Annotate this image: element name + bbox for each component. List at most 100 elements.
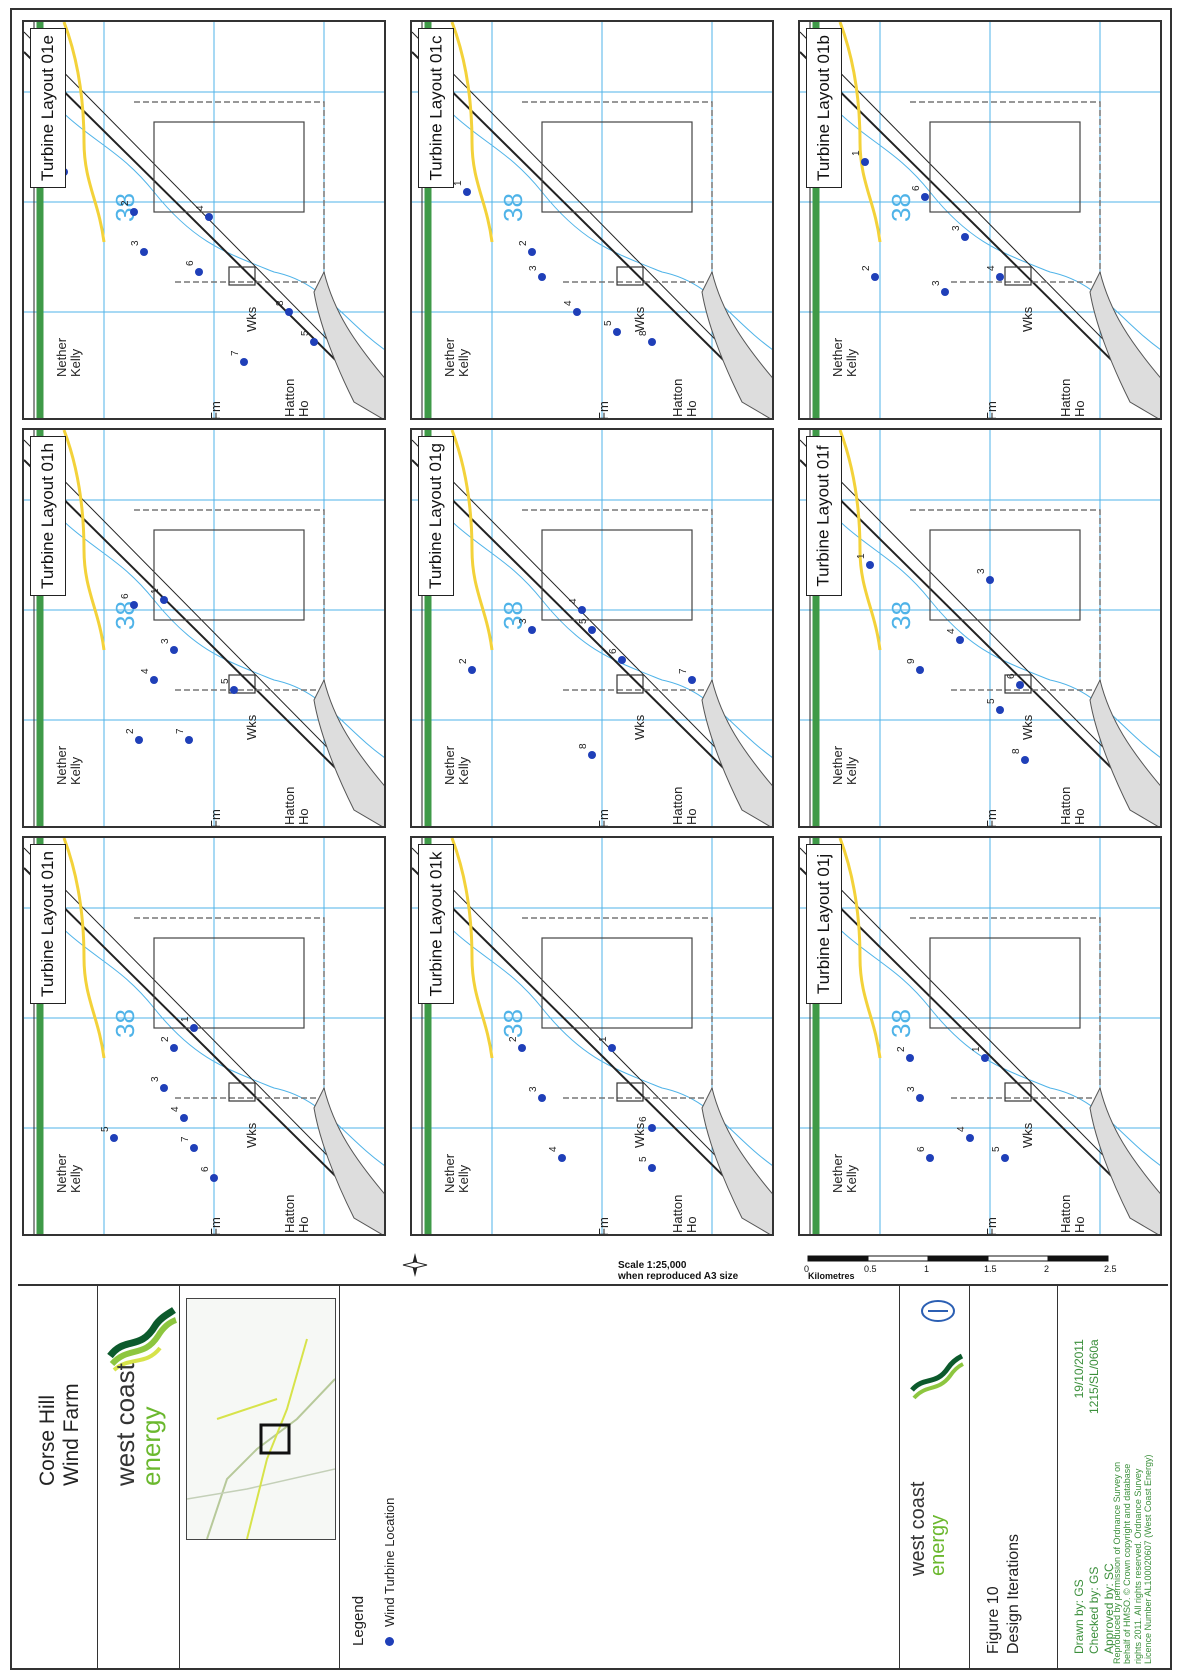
title-block: Corse Hill Wind Farm west coast energy	[18, 1284, 1168, 1668]
turbine-marker	[648, 1164, 656, 1172]
partner-logo-icon	[921, 1300, 955, 1322]
turbine-marker	[1021, 756, 1029, 764]
turbine-number: 1	[180, 1016, 191, 1022]
turbine-number: 3	[518, 618, 529, 624]
works-building	[1004, 1082, 1032, 1102]
turbine-marker	[538, 1094, 546, 1102]
scale-tick-label: 0	[804, 1264, 809, 1274]
place-label: Fm	[984, 1217, 999, 1236]
turbine-number: 6	[638, 1116, 649, 1122]
turbine-marker	[230, 686, 238, 694]
turbine-number: 2	[160, 1036, 171, 1042]
turbine-marker	[468, 666, 476, 674]
turbine-number: 4	[563, 300, 574, 306]
works-building	[228, 266, 256, 286]
turbine-marker	[986, 576, 994, 584]
scale-tick-label: 2	[1044, 1264, 1049, 1274]
railway-line	[24, 459, 384, 818]
turbine-marker	[528, 626, 536, 634]
airfield-outline	[153, 121, 305, 213]
turbine-marker	[871, 273, 879, 281]
turbine-number: 8	[578, 743, 589, 749]
railway-line	[412, 847, 772, 1214]
scale-bar: 0 0.5 1 1.5 2 2.5 Kilometres Scale 1:25,000when…	[617, 1255, 1117, 1282]
turbine-marker-icon	[385, 1637, 394, 1646]
contour-label: 38	[110, 193, 140, 222]
scale-segment	[807, 1255, 869, 1262]
contour-label: 38	[498, 193, 528, 222]
drawing-sheet: 38NetherKellyWksHattonHoFm12345678Turbin…	[10, 8, 1172, 1670]
minor-road	[450, 838, 494, 1059]
place-label: Wks	[244, 1122, 259, 1148]
woodland-area	[313, 1086, 384, 1234]
scale-segment	[1047, 1255, 1109, 1262]
railway-line	[24, 439, 384, 806]
location-map-cell	[180, 1286, 340, 1668]
turbine-marker	[648, 1124, 656, 1132]
scale-units: Kilometres	[808, 1271, 855, 1280]
turbine-marker	[961, 233, 969, 241]
panel-title: Turbine Layout 01c	[418, 28, 454, 188]
turbine-marker	[916, 666, 924, 674]
place-label: Fm	[596, 809, 611, 828]
turbine-marker	[956, 636, 964, 644]
panel-title: Turbine Layout 01e	[30, 28, 66, 188]
company-logo-text: west coast energy	[110, 1363, 166, 1486]
railway-line	[24, 31, 384, 398]
place-label: Hatton	[670, 379, 685, 417]
footer-logo-cell: west coast energy	[900, 1286, 970, 1668]
place-label: Ho	[1072, 808, 1087, 825]
turbine-number: 1	[598, 1036, 609, 1042]
turbine-number: 5	[300, 330, 311, 336]
turbine-marker	[688, 676, 696, 684]
scale-segment	[987, 1255, 1049, 1262]
turbine-number: 3	[906, 1086, 917, 1092]
turbine-number: 6	[911, 185, 922, 191]
place-label: Wks	[244, 306, 259, 332]
layout-map: 38 Nether Kelly Wks Hatton Ho Fm 1 2 3 4 5 6 7	[24, 838, 384, 1234]
works-building	[1004, 674, 1032, 694]
place-label: Wks	[632, 306, 647, 332]
turbine-marker	[518, 1044, 526, 1052]
place-label: Kelly	[844, 1164, 859, 1193]
panel-title: Turbine Layout 01j	[806, 844, 842, 1004]
airfield-outline	[929, 529, 1081, 621]
minor-road	[838, 838, 882, 1059]
turbine-marker	[941, 288, 949, 296]
airfield-outline	[929, 937, 1081, 1029]
panel-title: Turbine Layout 01g	[418, 436, 454, 596]
turbine-marker	[130, 601, 138, 609]
woodland-area	[701, 678, 772, 826]
railway-line	[24, 867, 384, 1226]
contour-label: 38	[886, 1009, 916, 1038]
turbine-marker	[921, 193, 929, 201]
turbine-number: 2	[518, 240, 529, 246]
turbine-number: 9	[906, 658, 917, 664]
track	[522, 509, 713, 691]
turbine-layout-panel: 38NetherKellyWksHattonHoFm12345678Turbin…	[22, 20, 386, 420]
turbine-layout-panel: 38 Nether Kelly Wks Hatton Ho Fm 1 3 4 5 6 8 9 Turbine…	[798, 428, 1162, 828]
place-label: Fm	[208, 401, 223, 420]
turbine-number: 3	[931, 280, 942, 286]
turbine-marker	[613, 328, 621, 336]
place-label: Wks	[1020, 714, 1035, 740]
turbine-number: 5	[603, 320, 614, 326]
place-label: Fm	[596, 1217, 611, 1236]
turbine-number: 4	[140, 668, 151, 674]
layout-map: 38 Nether Kelly Wks Hatton Ho Fm 1 2 3 3 4 6	[800, 22, 1160, 418]
project-title: Corse Hill Wind Farm	[36, 1383, 83, 1486]
turbine-marker	[130, 208, 138, 216]
turbine-number: 1	[971, 1046, 982, 1052]
scale-segment	[867, 1255, 929, 1262]
place-label: Ho	[684, 400, 699, 417]
contour-label: 38	[886, 193, 916, 222]
place-label: Hatton	[1058, 379, 1073, 417]
place-label: Ho	[296, 1216, 311, 1233]
turbine-marker	[578, 606, 586, 614]
turbine-number: 5	[986, 698, 997, 704]
place-label: Ho	[1072, 1216, 1087, 1233]
turbine-number: 2	[861, 265, 872, 271]
turbine-marker	[588, 751, 596, 759]
railway-line	[800, 31, 1160, 398]
place-label: Fm	[984, 809, 999, 828]
